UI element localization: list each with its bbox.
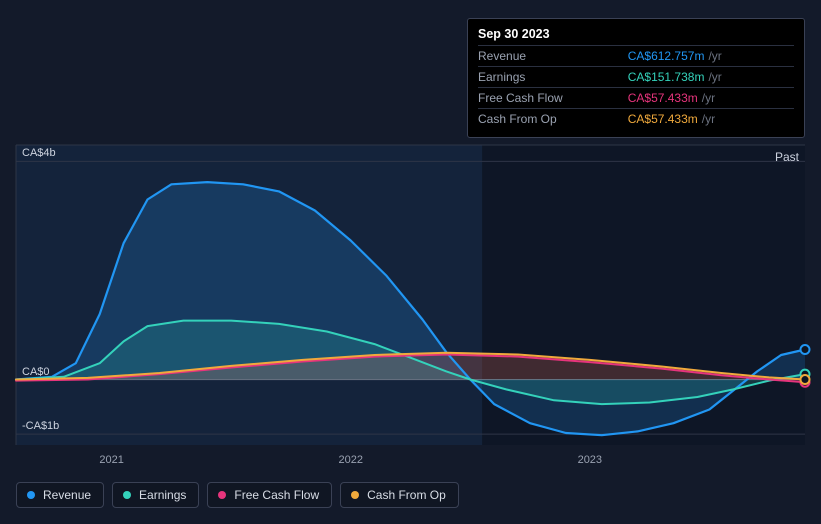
tooltip-row-label: Cash From Op — [478, 109, 628, 130]
data-tooltip: Sep 30 2023 RevenueCA$612.757m/yrEarning… — [467, 18, 805, 138]
legend-item-label: Revenue — [43, 488, 91, 502]
legend-item-label: Cash From Op — [367, 488, 446, 502]
tooltip-row-value: CA$151.738m/yr — [628, 67, 794, 88]
legend-item-free-cash-flow[interactable]: Free Cash Flow — [207, 482, 332, 508]
legend-item-label: Earnings — [139, 488, 186, 502]
y-axis-label: CA$0 — [22, 366, 50, 378]
tooltip-row: Cash From OpCA$57.433m/yr — [478, 109, 794, 130]
tooltip-row-value: CA$612.757m/yr — [628, 46, 794, 67]
legend-dot-icon — [123, 491, 131, 499]
x-axis-label: 2022 — [338, 454, 362, 466]
legend-item-label: Free Cash Flow — [234, 488, 319, 502]
legend-item-earnings[interactable]: Earnings — [112, 482, 199, 508]
legend-item-revenue[interactable]: Revenue — [16, 482, 104, 508]
tooltip-row-label: Free Cash Flow — [478, 88, 628, 109]
tooltip-row-value: CA$57.433m/yr — [628, 88, 794, 109]
chart-legend: Revenue Earnings Free Cash Flow Cash From O… — [16, 482, 459, 508]
x-axis-label: 2023 — [578, 454, 602, 466]
tooltip-date: Sep 30 2023 — [478, 25, 794, 45]
financial-chart: { "tooltip": { "date": "Sep 30 2023", "r… — [0, 0, 821, 524]
legend-dot-icon — [351, 491, 359, 499]
tooltip-row: RevenueCA$612.757m/yr — [478, 46, 794, 67]
legend-dot-icon — [27, 491, 35, 499]
y-axis-label: CA$4b — [22, 147, 56, 159]
y-axis-label: -CA$1b — [22, 420, 59, 432]
tooltip-row-value: CA$57.433m/yr — [628, 109, 794, 130]
tooltip-row-label: Earnings — [478, 67, 628, 88]
tooltip-table: RevenueCA$612.757m/yrEarningsCA$151.738m… — [478, 45, 794, 129]
past-label: Past — [775, 150, 799, 164]
tooltip-row-label: Revenue — [478, 46, 628, 67]
x-axis-label: 2021 — [99, 454, 123, 466]
tooltip-row: EarningsCA$151.738m/yr — [478, 67, 794, 88]
tooltip-row: Free Cash FlowCA$57.433m/yr — [478, 88, 794, 109]
legend-dot-icon — [218, 491, 226, 499]
legend-item-cash-from-op[interactable]: Cash From Op — [340, 482, 459, 508]
